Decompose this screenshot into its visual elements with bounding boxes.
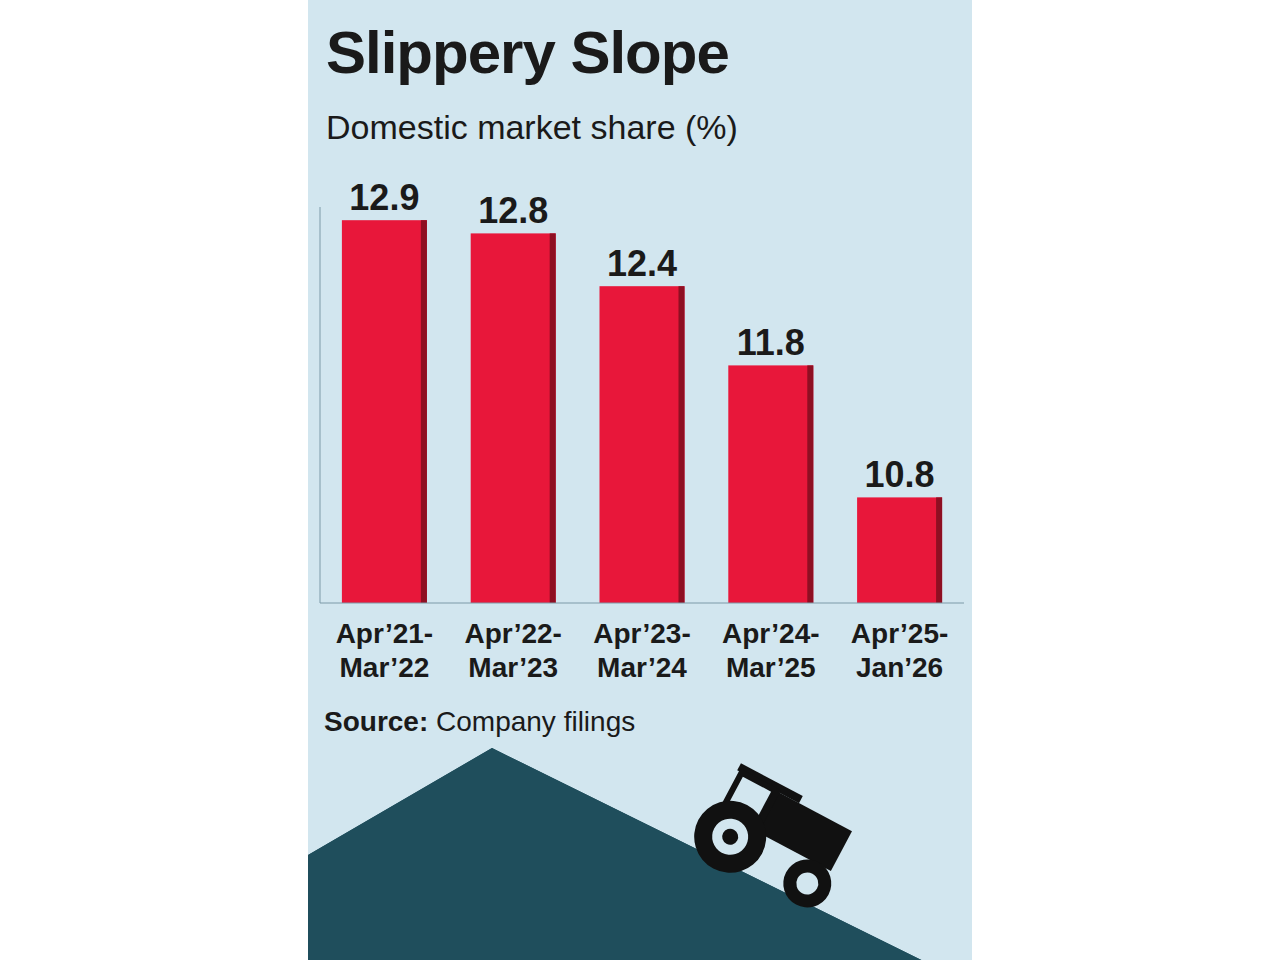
svg-text:Apr’22-Mar’23: Apr’22-Mar’23 (464, 618, 562, 683)
html-text:Slippery Slope: Slippery Slope (326, 19, 729, 86)
svg-text:12.8: 12.8 (478, 190, 548, 231)
svg-text:10.8: 10.8 (865, 454, 935, 495)
svg-text:12.9: 12.9 (349, 177, 419, 218)
svg-text:11.8: 11.8 (737, 322, 805, 363)
svg-text:Apr’21-Mar’22: Apr’21-Mar’22 (336, 618, 434, 683)
svg-text:12.4: 12.4 (607, 243, 677, 284)
svg-text:Apr’24-Mar’25: Apr’24-Mar’25 (722, 618, 820, 683)
svg-text:Apr’23-Mar’24: Apr’23-Mar’24 (593, 618, 691, 683)
svg-text:Apr’25-Jan’26: Apr’25-Jan’26 (851, 618, 949, 683)
html-text:Source: Company filings: Source: Company filings (324, 706, 636, 737)
html-text:Domestic market share (%): Domestic market share (%) (326, 108, 738, 146)
